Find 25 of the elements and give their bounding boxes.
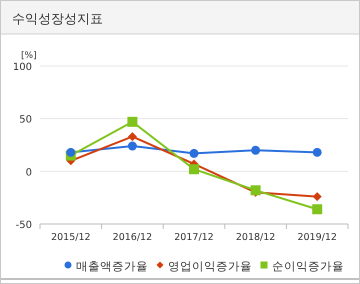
legend-label: 매출액증가율 bbox=[76, 259, 148, 273]
point bbox=[250, 185, 261, 196]
legend-label: 영업이익증가율 bbox=[168, 259, 252, 273]
y-tick-label: 0 bbox=[26, 167, 32, 178]
y-tick-label: -50 bbox=[16, 220, 32, 231]
point bbox=[127, 116, 138, 127]
x-tick-label: 2016/12 bbox=[112, 232, 152, 243]
point bbox=[251, 146, 260, 155]
y-tick-label: 100 bbox=[12, 62, 32, 73]
point bbox=[189, 164, 199, 174]
y-axis-title: [%] bbox=[21, 51, 37, 61]
point bbox=[312, 148, 322, 157]
legend-label: 순이익증가율 bbox=[272, 259, 344, 273]
point bbox=[66, 148, 76, 157]
point bbox=[128, 142, 137, 151]
point bbox=[190, 148, 198, 158]
y-tick-label: 50 bbox=[19, 114, 32, 126]
x-tick-label: 2015/12 bbox=[51, 232, 91, 243]
x-tick-label: 2018/12 bbox=[236, 232, 276, 243]
point bbox=[128, 132, 137, 142]
point bbox=[312, 204, 322, 214]
x-tick-label: 2017/12 bbox=[174, 232, 214, 243]
x-tick-label: 2019/12 bbox=[297, 232, 337, 243]
point bbox=[312, 192, 322, 202]
chart-title: 수익성장성지표 bbox=[12, 12, 103, 27]
